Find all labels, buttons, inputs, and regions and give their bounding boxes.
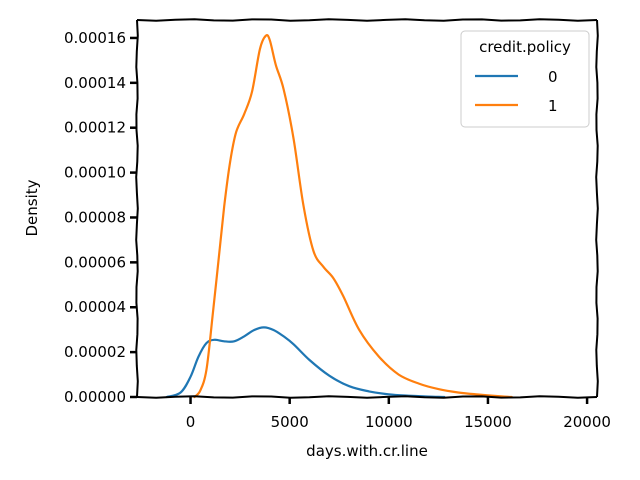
- y-axis-label: Density: [23, 179, 41, 236]
- y-tick-label-2: 0.00004: [64, 298, 126, 316]
- series-layer: [165, 34, 513, 399]
- x-tick-label-4: 20000: [563, 413, 611, 431]
- frame-top: [136, 18, 598, 22]
- y-tick-label-7: 0.00014: [64, 74, 126, 92]
- x-tick-label-3: 15000: [464, 413, 512, 431]
- y-tick-label-1: 0.00002: [64, 343, 126, 361]
- y-tick-label-3: 0.00006: [64, 253, 126, 271]
- legend-label-0: 0: [548, 68, 558, 86]
- x-tick-label-1: 5000: [271, 413, 309, 431]
- frame-left: [135, 19, 139, 398]
- x-tick-label-0: 0: [186, 413, 196, 431]
- y-tick-label-8: 0.00016: [64, 29, 126, 47]
- axes-layer: 0 5000 10000 15000 20000 0.00000 0.00002 0.0000…: [64, 18, 611, 431]
- legend-title: credit.policy: [479, 38, 571, 56]
- y-tick-label-0: 0.00000: [64, 388, 126, 406]
- frame-bottom: [136, 395, 598, 399]
- legend-frame: [460, 30, 590, 128]
- series-line-1: [193, 34, 513, 399]
- x-axis-label: days.with.cr.line: [306, 442, 428, 460]
- y-tick-label-6: 0.00012: [64, 119, 126, 137]
- y-tick-label-5: 0.00010: [64, 164, 126, 182]
- y-tick-label-4: 0.00008: [64, 208, 126, 226]
- x-tick-label-2: 10000: [365, 413, 413, 431]
- legend-label-1: 1: [548, 97, 558, 115]
- legend: credit.policy 0 1: [460, 30, 590, 128]
- frame-right: [595, 19, 599, 398]
- series-line-0: [165, 326, 446, 399]
